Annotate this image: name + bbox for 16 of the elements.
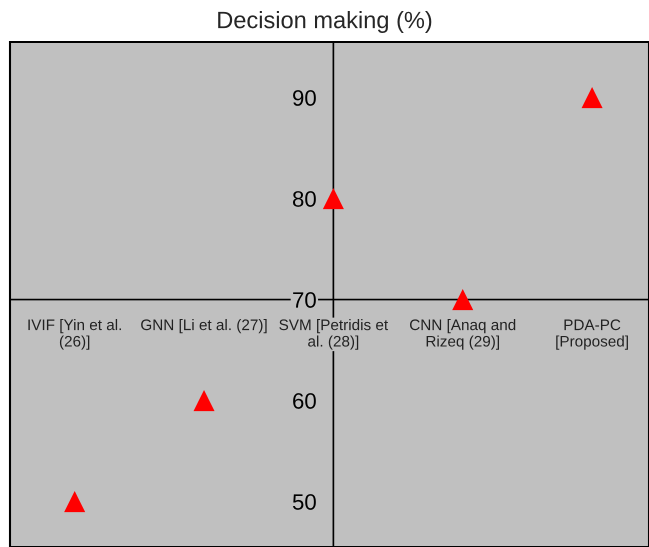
y-tick-label: 50 xyxy=(292,494,316,510)
point xyxy=(322,188,344,210)
x-tick-label: PDA-PC [Proposed] xyxy=(556,319,628,350)
x-tick-label: SVM [Petridis et al. (28)] xyxy=(279,318,388,350)
x-tick-label: GNN [Li et al. (27)] xyxy=(141,318,267,334)
point xyxy=(193,390,215,412)
y-tick-label: 70 xyxy=(293,292,316,308)
y-tick-label: 90 xyxy=(293,90,316,106)
chart-title: Decision making (%) xyxy=(218,10,432,34)
y-tick-label: 80 xyxy=(292,191,316,207)
point xyxy=(452,289,474,310)
point xyxy=(582,87,603,108)
y-tick-label: 60 xyxy=(293,393,316,409)
x-tick-label: CNN [Anaq and Rizeq (29)] xyxy=(410,318,516,350)
x-tick-label: IVIF [Yin et al. (26)] xyxy=(28,318,121,350)
point xyxy=(64,491,86,512)
